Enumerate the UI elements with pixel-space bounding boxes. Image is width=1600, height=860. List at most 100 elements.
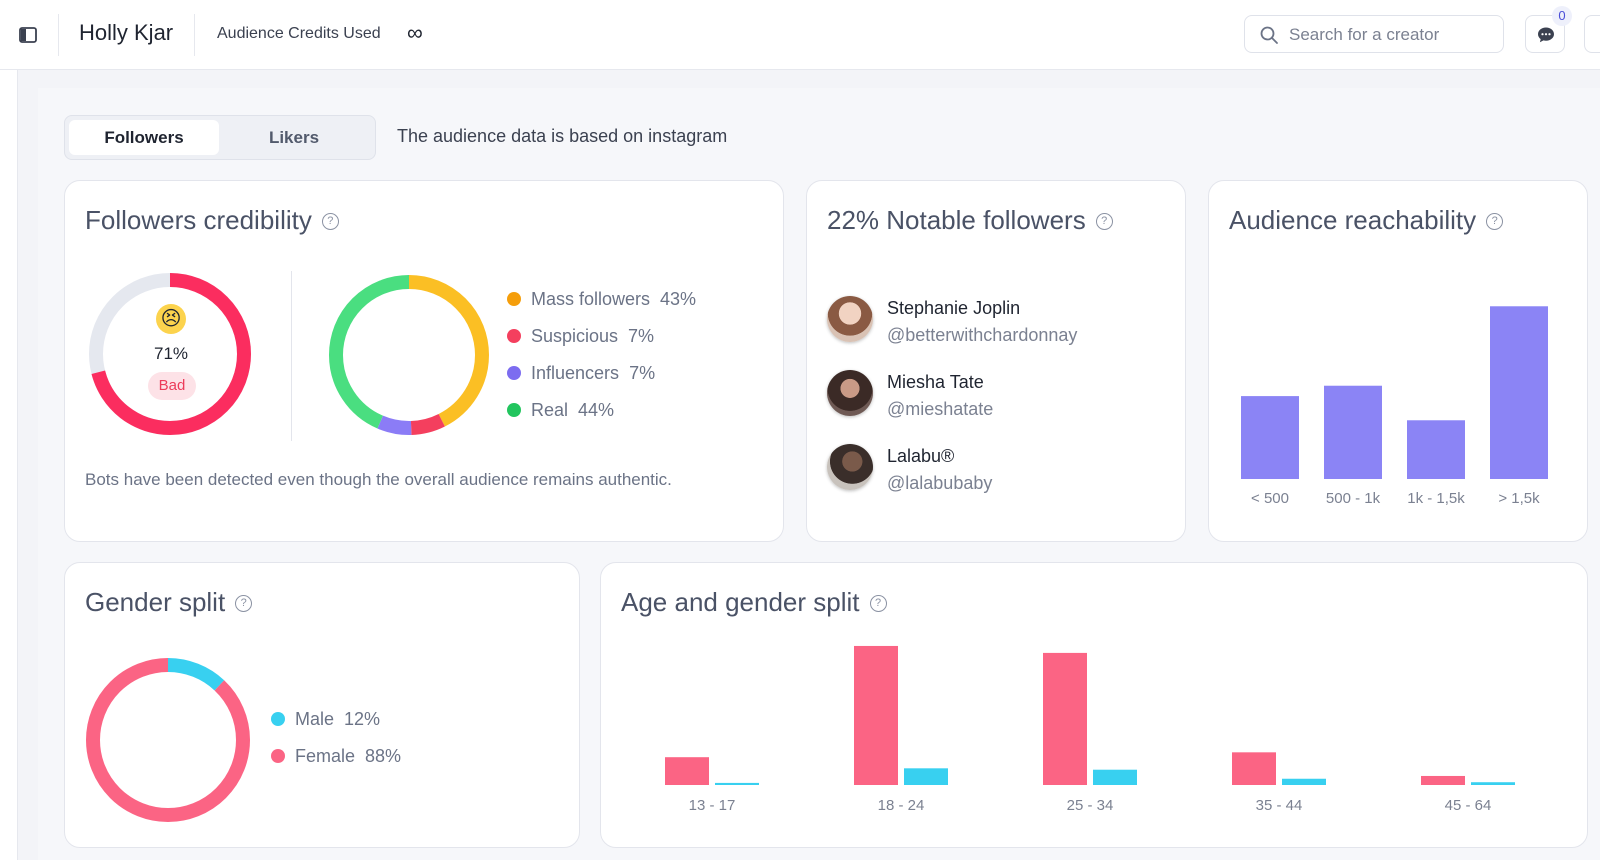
divider	[58, 14, 59, 56]
legend-label: Mass followers	[531, 289, 651, 309]
help-icon[interactable]: ?	[321, 213, 339, 230]
score-arc	[89, 273, 251, 435]
legend-label: Suspicious	[531, 326, 619, 346]
account-button[interactable]	[1584, 15, 1600, 53]
legend-dot	[507, 329, 521, 343]
reach-x-label: < 500	[1251, 490, 1289, 507]
legend-dot	[271, 749, 285, 763]
reachability-bar-chart: < 500 500 - 1k 1k - 1,5k > 1,5k	[1241, 306, 1548, 507]
divider	[194, 14, 195, 56]
legend-value: 44%	[578, 400, 615, 420]
follower-handle: @betterwithchardonnay	[887, 325, 1078, 345]
reach-bar[interactable]	[1490, 306, 1548, 479]
top-bar: Holly Kjar Audience Credits Used ∞ 0	[0, 0, 1600, 70]
legend-dot	[271, 712, 285, 726]
sad-face-icon: 😣	[156, 304, 186, 334]
legend-influencers: Influencers 7%	[507, 363, 655, 384]
card-title: Age and gender split?	[621, 587, 887, 618]
credibility-score: 71%	[153, 344, 189, 363]
follower-handle: @mieshatate	[887, 399, 994, 419]
follower-name: Stephanie Joplin	[887, 298, 1021, 318]
credibility-card: Followers credibility? 😣 71% Bad Mass fo…	[64, 180, 784, 542]
age-gender-card: Age and gender split? 13 - 17 18 - 24 25 -…	[600, 562, 1588, 848]
age-gender-bar-chart: 13 - 17 18 - 24 25 - 34 35 - 44 45 - 64	[665, 645, 1515, 814]
reach-bar[interactable]	[1241, 396, 1299, 479]
legend-value: 88%	[365, 746, 402, 766]
age-x-label: 13 - 17	[689, 797, 736, 814]
help-icon[interactable]: ?	[1486, 213, 1504, 230]
help-icon[interactable]: ?	[235, 595, 253, 612]
card-title: Followers credibility?	[85, 205, 339, 236]
tab-followers[interactable]: Followers	[69, 120, 219, 155]
audience-type-tabs: Followers Likers	[64, 115, 376, 160]
avatar	[827, 444, 873, 490]
creator-name: Holly Kjar	[79, 20, 174, 45]
infinity-icon: ∞	[407, 20, 423, 45]
help-icon[interactable]: ?	[869, 595, 887, 612]
credits-label: Audience Credits Used	[217, 25, 381, 42]
female-bar[interactable]	[1232, 752, 1276, 785]
legend-real: Real 44%	[507, 400, 614, 421]
legend-female: Female 88%	[271, 746, 401, 767]
gender-title: Gender split	[85, 587, 226, 617]
card-title: 22% Notable followers?	[827, 205, 1113, 236]
female-bar[interactable]	[1043, 652, 1087, 785]
donut-segment-female	[86, 658, 250, 822]
gender-split-card: Gender split? Male 12% Female 88%	[64, 562, 580, 848]
male-bar[interactable]	[715, 782, 759, 785]
notable-title: 22% Notable followers	[827, 205, 1086, 235]
notable-followers-card: 22% Notable followers? Stephanie Joplin …	[806, 180, 1186, 542]
male-bar[interactable]	[904, 768, 948, 785]
card-title: Gender split?	[85, 587, 253, 618]
tab-likers[interactable]: Likers	[268, 128, 320, 147]
reachability-card: Audience reachability? < 500 500 - 1k 1k -…	[1208, 180, 1588, 542]
reachability-title: Audience reachability	[1229, 205, 1477, 235]
sidebar-toggle-icon[interactable]	[18, 25, 38, 45]
follower-handle: @lalabubaby	[887, 473, 993, 493]
notification-badge: 0	[1552, 6, 1572, 26]
data-source-note: The audience data is based on instagram	[397, 126, 728, 146]
donut-segment-influencers	[329, 275, 489, 435]
credibility-score-gauge	[89, 273, 251, 435]
card-title: Audience reachability?	[1229, 205, 1504, 236]
legend-value: 12%	[344, 709, 381, 729]
credibility-breakdown-donut	[329, 275, 489, 435]
legend-value: 7%	[628, 326, 655, 346]
avatar	[827, 370, 873, 416]
reach-bar[interactable]	[1324, 385, 1382, 479]
female-bar[interactable]	[1421, 775, 1465, 785]
left-rail	[0, 70, 18, 860]
follower-name: Lalabu®	[887, 446, 955, 466]
legend-dot	[507, 366, 521, 380]
credibility-note: Bots have been detected even though the …	[85, 470, 672, 489]
search-icon	[1260, 26, 1278, 44]
messages-button[interactable]	[1525, 15, 1565, 53]
reach-x-label: 1k - 1,5k	[1407, 490, 1465, 507]
legend-label: Male	[295, 709, 335, 729]
male-bar[interactable]	[1282, 778, 1326, 785]
reach-x-label: > 1,5k	[1498, 490, 1540, 507]
reach-x-label: 500 - 1k	[1326, 490, 1381, 507]
legend-label: Female	[295, 746, 356, 766]
age-x-label: 45 - 64	[1445, 797, 1492, 814]
status-badge: Bad	[148, 372, 196, 400]
age-x-label: 35 - 44	[1256, 797, 1303, 814]
help-icon[interactable]: ?	[1095, 213, 1113, 230]
chat-icon	[1538, 27, 1554, 43]
legend-male: Male 12%	[271, 709, 380, 730]
reach-bar[interactable]	[1407, 420, 1465, 479]
gender-donut	[86, 658, 250, 822]
credibility-title: Followers credibility	[85, 205, 312, 235]
legend-mass-followers: Mass followers 43%	[507, 289, 696, 310]
female-bar[interactable]	[665, 757, 709, 785]
female-bar[interactable]	[854, 645, 898, 785]
male-bar[interactable]	[1471, 782, 1515, 785]
age-x-label: 18 - 24	[878, 797, 925, 814]
legend-label: Real	[531, 400, 569, 420]
male-bar[interactable]	[1093, 769, 1137, 785]
legend-value: 43%	[660, 289, 697, 309]
legend-label: Influencers	[531, 363, 620, 383]
search-box[interactable]	[1244, 15, 1504, 53]
avatar	[827, 296, 873, 342]
search-input[interactable]	[1289, 23, 1489, 47]
